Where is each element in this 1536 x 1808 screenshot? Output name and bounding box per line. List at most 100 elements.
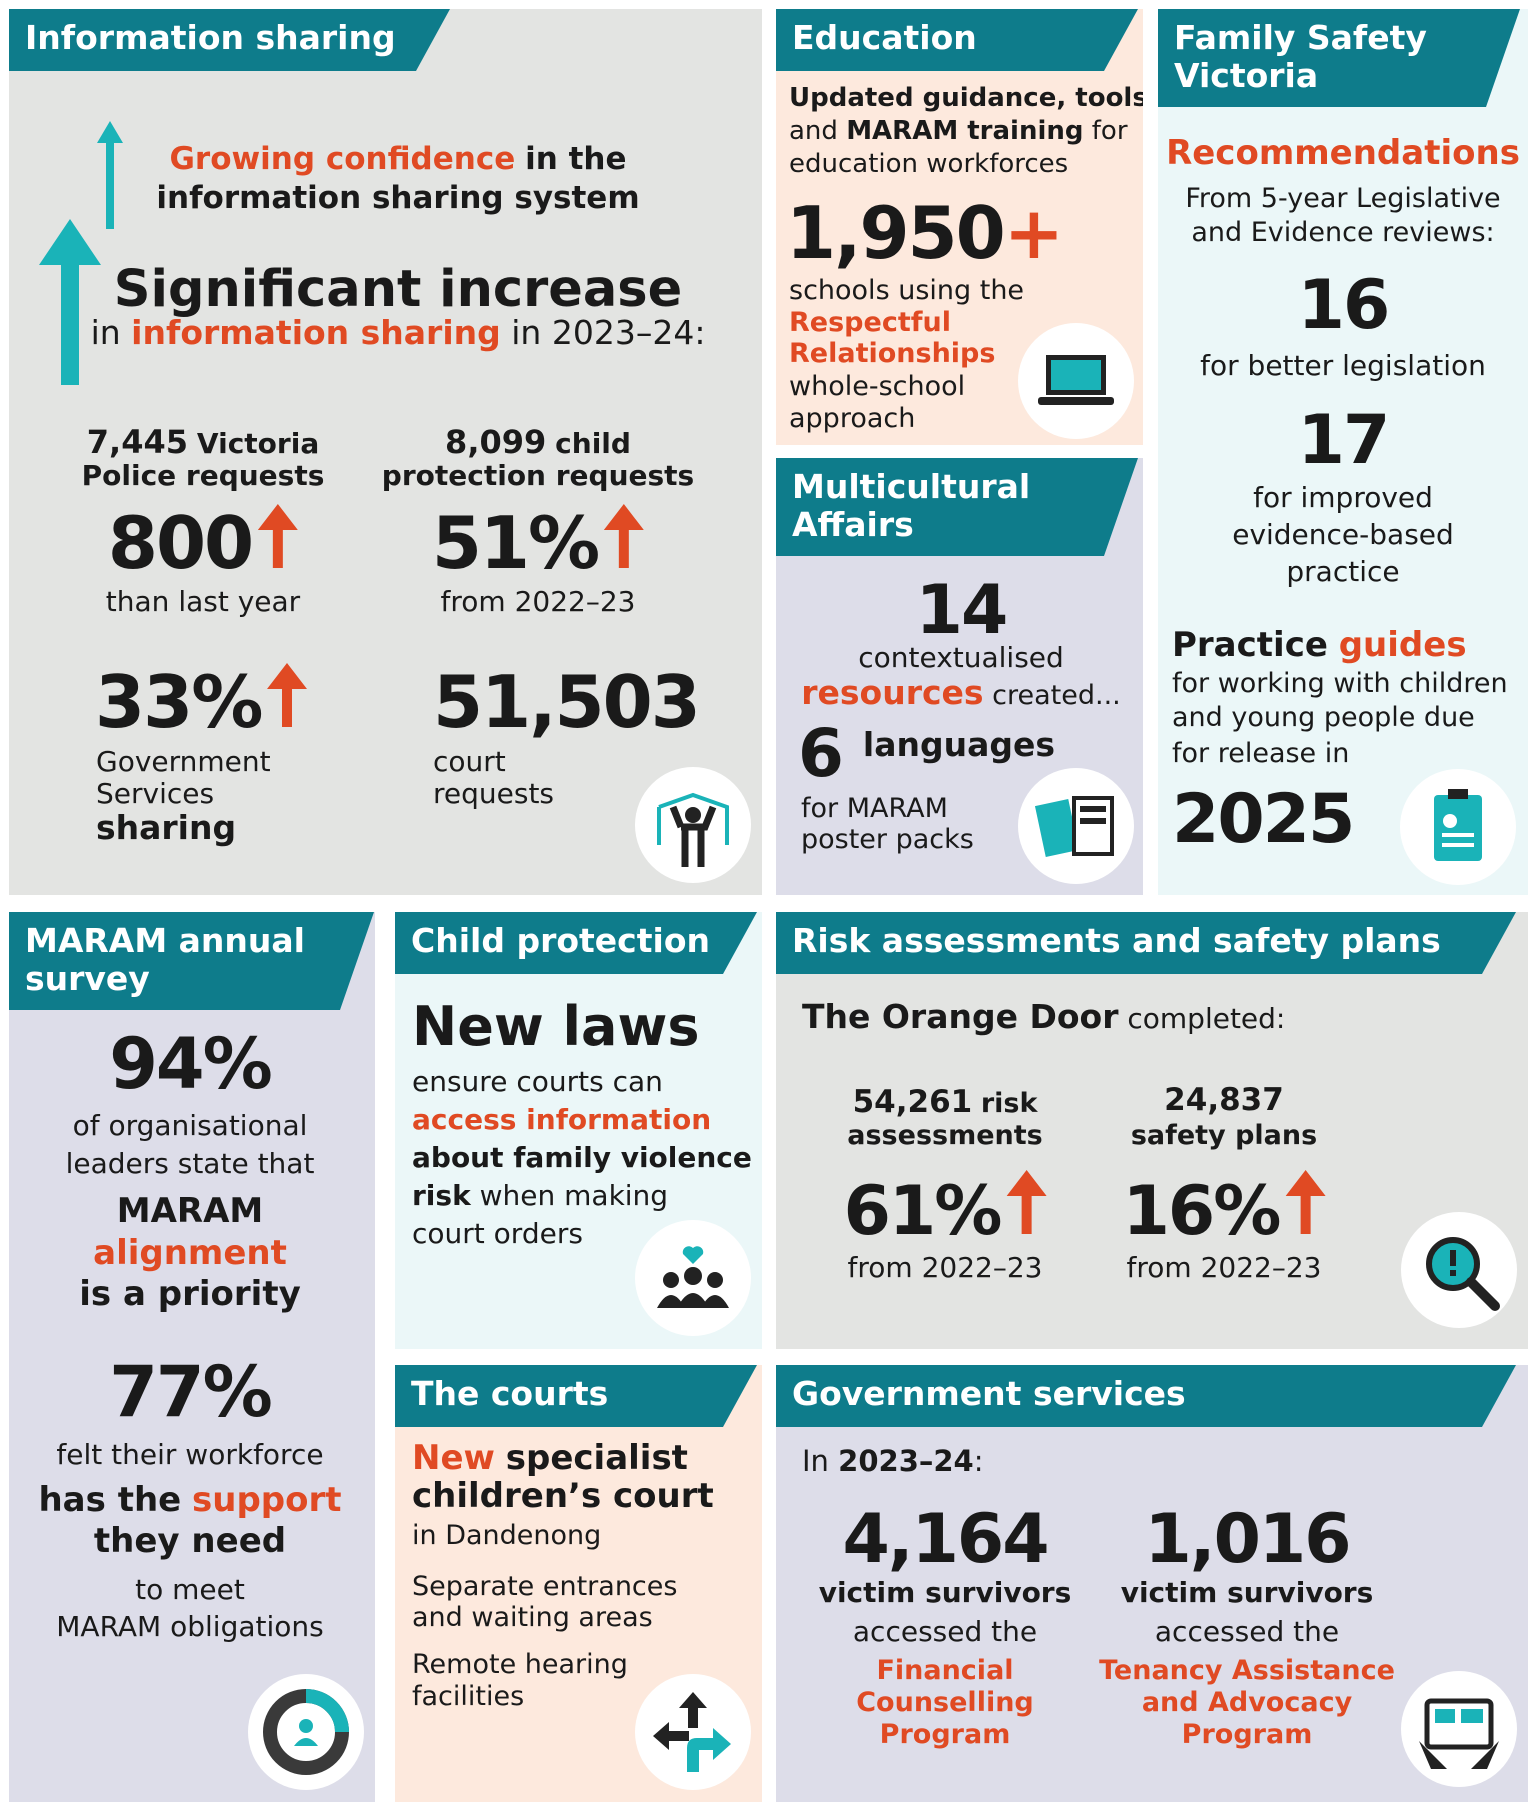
shape [1466,1277,1500,1311]
shape [1080,806,1106,812]
shape [1419,1741,1499,1769]
stat-number: 16 [1297,266,1391,345]
shape [267,663,308,727]
panel-government-services: Government services In 2023–24: 4,164 vi… [776,1365,1528,1802]
shape [663,1272,679,1288]
text-line: is a priority [79,1274,301,1314]
panel-title: Child protection [411,921,710,960]
stat-label: assessments [847,1120,1043,1151]
panel-title: Multicultural Affairs [792,467,1031,544]
shape [97,121,123,229]
highlight: Financial [876,1655,1014,1686]
panel-title: Education [792,18,977,57]
stat-change: 16% [1123,1170,1326,1251]
stat-number: 77% [109,1351,273,1433]
text-line: Separate entrances [412,1571,678,1602]
shape [679,1692,707,1728]
direction-icon [653,1692,731,1772]
text: in 2023–24: [511,313,706,352]
text-line: in Dandenong [412,1520,602,1551]
stat-change: 800 [107,501,299,585]
panel-header: Child protection [395,912,757,974]
icon-circle [1018,768,1134,884]
headline: Significant increase [113,260,683,319]
panel-title: The courts [411,1374,609,1413]
icon-circle [635,1674,751,1790]
text-line: poster packs [801,824,974,855]
text-line: for working with children [1172,668,1508,699]
text-line: Practice guides [1172,625,1467,665]
panel-header: Education [776,9,1138,71]
text-line: Government [96,745,271,778]
text-line: and Evidence reviews: [1191,217,1495,248]
text-line: information sharing system [156,180,640,216]
shape [1006,1170,1047,1234]
text-line: approach [789,403,916,434]
text-line: Growing confidence in the [169,141,626,178]
text: languages [862,725,1056,764]
stat-number: 17 [1297,401,1391,480]
text-line: Remote hearing [412,1649,628,1680]
stat-number: 800 [107,501,254,585]
highlight: access information [412,1103,712,1136]
icon-circle [635,767,751,883]
stat-label: victim survivors [1120,1576,1374,1609]
text-line: facilities [412,1681,525,1712]
highlight: Program [879,1719,1011,1750]
panel-title: Information sharing [25,18,396,57]
plus-sign: + [1003,191,1065,275]
stat-number: 54,261 [852,1084,973,1120]
text-line: accessed the [852,1615,1038,1648]
text: and [789,116,838,146]
shape [657,792,729,845]
stat-change: 33% [95,661,308,744]
text: MARAM training [846,116,1084,146]
shape [657,1293,729,1308]
text-line: MARAM [116,1191,264,1231]
poster-icon [1034,796,1114,857]
laptop-icon [1038,355,1114,405]
shape [1434,795,1482,861]
shape [1448,789,1468,799]
text: 2023–24 [838,1444,974,1478]
shape [1424,1698,1494,1750]
up-arrow [258,504,299,568]
text-line: In 2023–24: [802,1444,984,1478]
shape [682,1246,704,1264]
shape [258,504,299,568]
text-line: children’s court [412,1476,714,1516]
stat-label: 7,445 Victoria [87,424,319,461]
stat-number: 94% [109,1023,273,1105]
icon-circle [635,1220,751,1336]
text: in [90,313,121,352]
panel-title: Risk assessments and safety plans [792,921,1441,960]
shape [1461,1709,1483,1723]
text-line: Updated guidance, tools [789,83,1143,113]
shape [653,1722,689,1750]
text-line: and waiting areas [412,1602,653,1633]
text-line: they need [93,1521,287,1561]
shape [299,1719,313,1733]
headline: New laws [412,995,700,1058]
text-line: MARAM obligations [56,1610,324,1643]
text: Practice [1172,625,1328,665]
text-line: practice [1286,555,1400,588]
text-line: The Orange Door completed: [802,998,1285,1036]
shape [1038,397,1114,405]
text-line: has the support [38,1480,341,1520]
stat-label: 8,099 child [445,424,631,461]
icon-circle [1018,323,1134,439]
text-line: accessed the [1154,1615,1340,1648]
stat-label: safety plans [1130,1120,1318,1151]
text-line: schools using the [789,275,1025,306]
text-line: for improved [1253,481,1433,514]
panel-header: Family Safety Victoria [1158,9,1520,107]
panel-courts: The courts New specialist children’s cou… [395,1365,762,1802]
text-line: from 2022–23 [440,585,636,618]
panel-maram-survey: MARAM annual survey 94% of organisationa… [9,912,375,1802]
highlight: Recommendations [1166,133,1520,173]
shape [1442,833,1474,837]
stat-number: 51,503 [433,660,701,744]
text: has the [38,1480,182,1520]
